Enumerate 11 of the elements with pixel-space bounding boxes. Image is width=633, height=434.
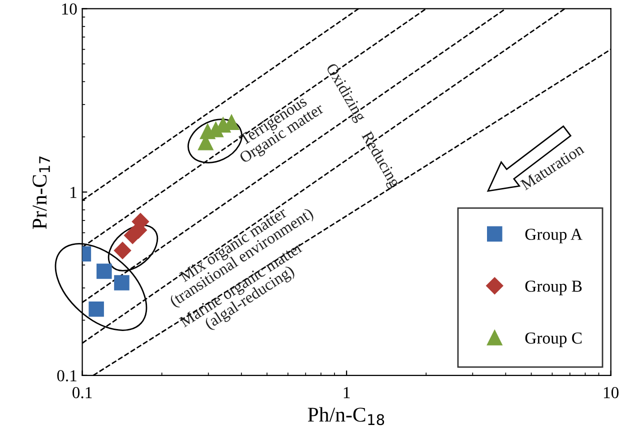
x-tick-label: 1 — [344, 387, 350, 398]
x-tick-label: 0.1 — [72, 387, 92, 398]
y-axis-title: Pr/n-C$_{17}$ — [32, 156, 50, 229]
x-axis-title: Ph/n-C$_{18}$ — [308, 407, 384, 426]
y-tick-label: 0.1 — [57, 370, 76, 382]
legend-label: Group B — [525, 280, 582, 296]
y-tick-label: 1 — [70, 186, 76, 198]
legend-label: Group C — [525, 332, 582, 348]
y-tick-label: 10 — [62, 3, 77, 15]
legend-label: Group A — [525, 228, 582, 244]
x-tick-label: 10 — [604, 387, 619, 398]
